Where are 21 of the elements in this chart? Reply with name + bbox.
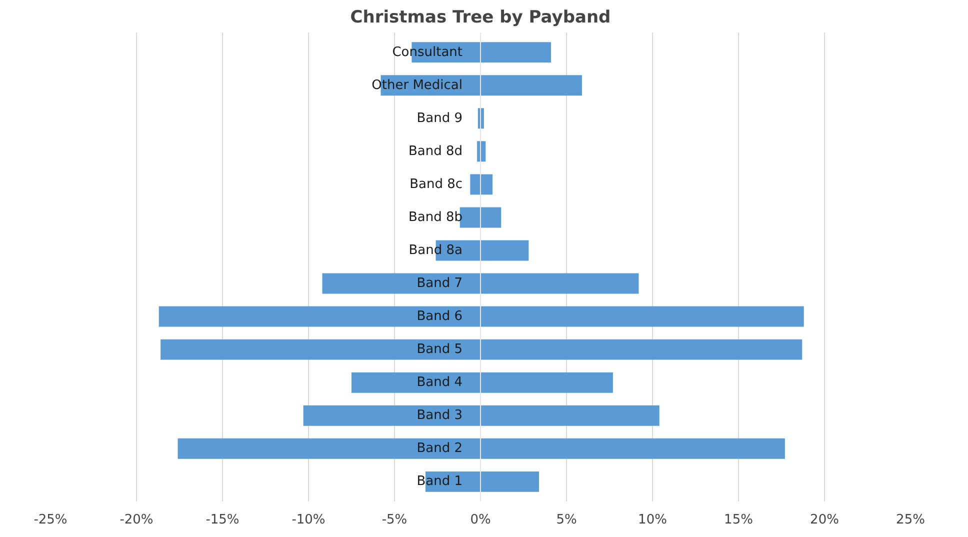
y-tick-label: Band 4 [416,375,462,390]
chart-title: Christmas Tree by Payband [350,8,611,28]
y-tick-label: Band 3 [416,408,462,424]
x-tick-label: 5% [556,512,577,528]
x-tick-label: 25% [896,512,925,528]
x-tick-label: 20% [810,512,839,528]
x-tick-label: 0% [470,512,491,528]
y-tick-label: Band 7 [416,276,462,292]
y-tick-label: Band 8d [408,144,462,159]
x-tick-label: -15% [206,512,240,528]
y-tick-label: Band 2 [416,441,462,456]
y-tick-label: Band 6 [416,309,462,324]
y-tick-label: Band 9 [416,110,462,126]
x-tick-label: -20% [120,512,154,528]
x-tick-label: 15% [724,512,753,528]
y-tick-label: Band 5 [416,342,462,358]
x-tick-label: 10% [638,512,667,528]
x-tick-label: -5% [382,512,408,528]
y-tick-label: Band 8c [410,176,463,192]
x-tick-label: -10% [292,512,326,528]
x-tick-label: -25% [34,512,68,528]
